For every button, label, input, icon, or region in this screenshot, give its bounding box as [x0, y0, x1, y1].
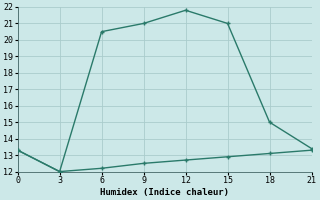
X-axis label: Humidex (Indice chaleur): Humidex (Indice chaleur) — [100, 188, 229, 197]
